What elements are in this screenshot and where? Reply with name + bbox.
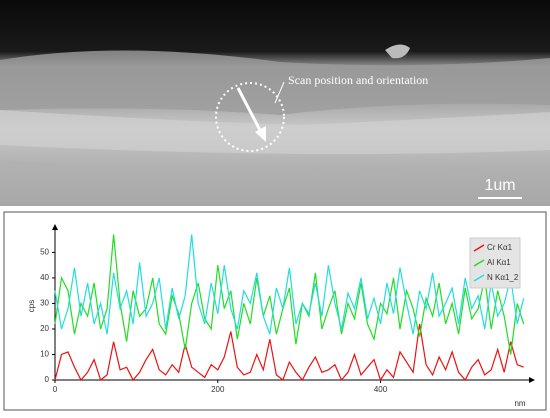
y-tick-label: 20 <box>40 324 49 333</box>
y-tick-label: 10 <box>40 350 49 359</box>
legend-swatch <box>473 274 485 282</box>
legend-swatch <box>473 259 485 267</box>
x-axis-arrow <box>529 377 535 383</box>
legend-label: N Kα1_2 <box>487 273 519 282</box>
x-tick-label: 400 <box>374 385 388 394</box>
x-tick-label: 200 <box>211 385 225 394</box>
scale-bar-label: 1um <box>484 177 515 194</box>
series-line <box>54 323 524 382</box>
legend-label: Al Kα1 <box>487 258 511 267</box>
y-tick-label: 30 <box>40 299 49 308</box>
y-tick-label: 40 <box>40 273 49 282</box>
y-tick-label: 50 <box>40 248 49 257</box>
y-tick-label: 0 <box>45 375 50 384</box>
series-line <box>54 234 525 335</box>
image-caption: Scan position and orientation <box>288 73 428 87</box>
x-axis-label: nm <box>514 399 525 408</box>
chart: 0 10 20 30 40 50 0 200 400 cps nm Cr Kα1 Al Kα1 N Kα1… <box>27 224 535 408</box>
x-tick-label: 0 <box>53 385 58 394</box>
y-axis-label: cps <box>27 300 36 312</box>
sem-image: Scan position and orientation 1um <box>0 0 550 206</box>
legend-swatch <box>473 244 485 252</box>
y-axis-arrow <box>52 224 58 230</box>
legend-label: Cr Kα1 <box>487 243 513 252</box>
series-line <box>54 234 525 355</box>
